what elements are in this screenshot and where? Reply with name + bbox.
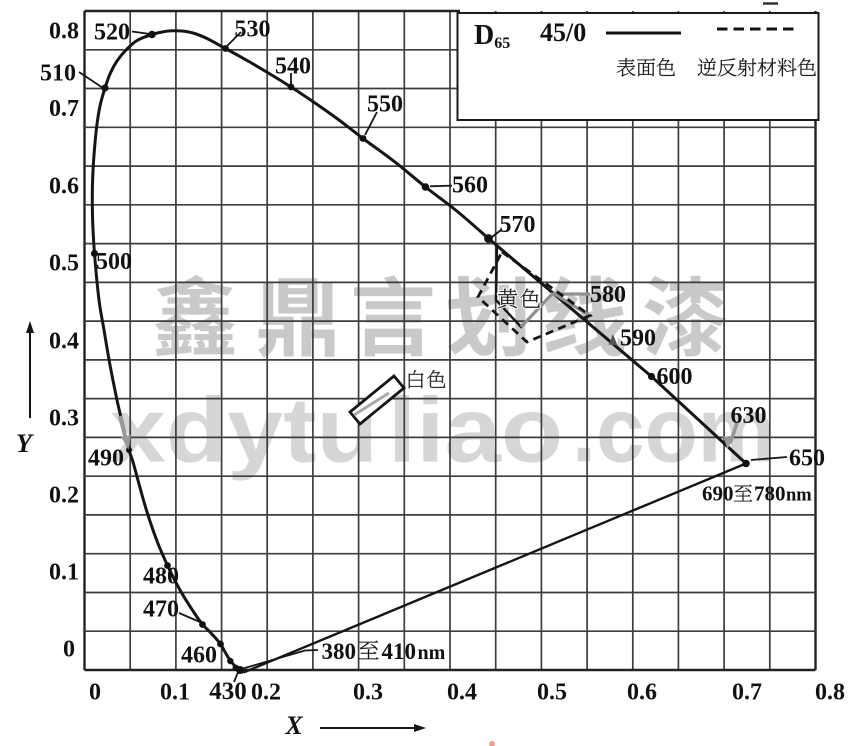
svg-text:0: 0 [89,680,101,706]
svg-text:45/0: 45/0 [540,18,586,47]
svg-text:0.1: 0.1 [49,560,79,586]
svg-text:D65: D65 [474,20,510,52]
svg-text:0.2: 0.2 [251,680,281,706]
svg-text:780: 780 [754,482,786,506]
svg-text:Y: Y [16,429,34,458]
svg-text:500: 500 [96,249,132,275]
svg-text:580: 580 [590,282,626,308]
svg-text:0.4: 0.4 [447,680,477,706]
svg-text:0.5: 0.5 [49,251,79,277]
svg-text:590: 590 [620,326,656,352]
svg-text:430: 430 [209,678,247,705]
svg-text:520: 520 [94,20,130,46]
svg-text:550: 550 [367,92,403,118]
svg-text:0.7: 0.7 [732,680,762,706]
svg-text:0.5: 0.5 [537,680,567,706]
svg-text:0.6: 0.6 [49,174,79,200]
svg-text:470: 470 [143,597,179,623]
svg-text:560: 560 [452,173,488,199]
svg-text:490: 490 [88,446,124,472]
svg-text:0.7: 0.7 [49,96,79,122]
svg-text:600: 600 [657,364,693,390]
svg-text:460: 460 [181,643,217,669]
svg-text:0: 0 [63,637,75,663]
svg-text:380: 380 [322,639,357,664]
svg-text:nm: nm [418,642,446,664]
svg-text:0.8: 0.8 [815,680,845,706]
svg-text:650: 650 [789,446,825,472]
svg-text:0.6: 0.6 [627,680,657,706]
svg-text:X: X [284,711,303,740]
svg-text:0.1: 0.1 [160,680,190,706]
svg-text:570: 570 [500,212,536,238]
svg-text:0.3: 0.3 [49,406,79,432]
svg-text:480: 480 [143,564,179,590]
svg-text:liao: liao [388,380,563,482]
svg-text:0.4: 0.4 [49,329,79,355]
svg-text:510: 510 [40,61,76,87]
svg-text:nm: nm [786,486,812,506]
svg-text:0.8: 0.8 [49,19,79,45]
svg-text:530: 530 [235,17,271,43]
svg-text:0.2: 0.2 [49,483,79,509]
svg-text:xdytu: xdytu [110,380,378,482]
svg-text:540: 540 [275,54,311,80]
svg-text:690: 690 [702,482,734,506]
svg-text:410: 410 [382,639,417,664]
svg-text:0.3: 0.3 [353,680,383,706]
svg-text:630: 630 [731,403,767,429]
